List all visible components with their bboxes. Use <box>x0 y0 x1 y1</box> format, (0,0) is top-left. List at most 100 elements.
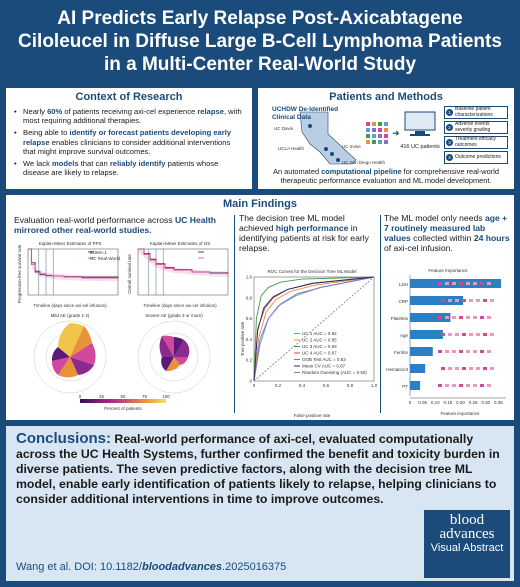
logo-line-1: blood <box>449 512 485 528</box>
output-num: 4 <box>446 154 453 161</box>
context-bullet-1: Nearly 60% of patients receiving axi-cel… <box>14 107 244 125</box>
fi-bar-ferritin <box>410 347 433 356</box>
fi-tick: 0.10 <box>431 400 440 405</box>
output-box-1: 1 Baseline patient characterizations <box>444 106 508 119</box>
roc-ylabel: True positive rate <box>240 321 245 356</box>
pct-tick-4: 100 <box>162 394 170 399</box>
fi-dot <box>452 384 456 387</box>
roc-legend-entry: Mean CV AUC = 0.87 <box>302 364 346 369</box>
site-label-2: UCLA Health <box>278 146 305 151</box>
fi-dot <box>448 367 452 370</box>
site-marker-davis <box>308 124 312 128</box>
doi-journal: bloodadvances <box>141 561 223 573</box>
fi-label-ferritin: Ferritin <box>394 350 408 355</box>
fi-dot <box>441 299 445 302</box>
fi-dot <box>480 282 484 285</box>
fi-tick: 0.30 <box>481 400 490 405</box>
roc-series-5 <box>253 276 375 382</box>
fi-dot <box>438 316 442 319</box>
fi-dot <box>480 384 484 387</box>
data-source-label: UCHDW De-Identified Clinical Data <box>272 106 339 121</box>
percent-colorbar <box>80 399 166 403</box>
fi-bar-pt <box>410 381 421 390</box>
fi-dot <box>487 316 491 319</box>
site-label-4: UC San Diego Health <box>342 160 386 165</box>
highlight: UC Health mirrored other real-world stud… <box>14 215 217 235</box>
radar2-title: Severe AE (grade 3 or more) <box>145 313 203 318</box>
km-frame <box>27 248 119 296</box>
findings-heading: Main Findings <box>223 198 297 210</box>
roc-plot: 00 0.2 0.2 0.4 0.4 0.6 0.6 0.8 0.8 1.0 1.0 UC 1 AUC… <box>246 275 378 389</box>
fi-tick: 0.15 <box>444 400 453 405</box>
findings-panel: Main Findings Evaluation real-world perf… <box>6 195 514 420</box>
ae-radar-charts: Mild AE (grade 1-2) Severe AE (grade 3 o… <box>33 313 211 411</box>
km-legend-2: UC Real-World <box>90 256 121 261</box>
km1-xlabel: Timeline (days since axi-cel infusion) <box>33 303 107 308</box>
fi-tick: 0.05 <box>418 400 427 405</box>
fi-label-crp: CRP <box>398 299 408 304</box>
fi-dot <box>459 282 463 285</box>
text: We lack <box>23 159 52 169</box>
highlight: computational pipeline <box>321 167 402 176</box>
blood-advances-logo: blood advances Visual Abstract <box>424 510 510 578</box>
conclusion-panel: Conclusions: Real-world performance of a… <box>6 426 514 581</box>
fi-dot <box>452 282 456 285</box>
fi-dot <box>459 384 463 387</box>
fi-dot <box>445 350 449 353</box>
fi-dot <box>466 350 470 353</box>
roc-series-4 <box>253 276 375 382</box>
fi-dot <box>452 316 456 319</box>
output-box-4: 4 Outcome predictions <box>444 151 508 164</box>
roc-series-2 <box>253 276 375 382</box>
site-marker-sandiego <box>336 158 340 162</box>
radar2 <box>137 320 211 394</box>
text: patients whose disease are likely to rel… <box>23 159 219 178</box>
methods-panel: Patients and Methods UC Davis UCLA Healt… <box>258 88 514 189</box>
highlight: 24 hours <box>473 233 510 243</box>
text: of axi-cel infusion. <box>384 243 453 253</box>
fi-dot <box>466 316 470 319</box>
km-series-2 <box>138 248 229 275</box>
doi-citation[interactable]: Wang et al. DOI: 10.1182/bloodadvances.2… <box>16 561 286 573</box>
fi-dot <box>476 299 480 302</box>
divider <box>234 215 235 413</box>
fi-dot <box>469 333 473 336</box>
roc-x-tick: 0.4 <box>299 383 306 388</box>
fi-bar-age <box>410 330 443 339</box>
computer-icon <box>404 111 436 136</box>
output-label: Treatment efficacy outcomes <box>455 136 496 148</box>
page-title: AI Predicts Early Relapse Post-Axicabtag… <box>18 7 502 75</box>
context-list: Nearly 60% of patients receiving axi-cel… <box>6 103 252 177</box>
output-num: 1 <box>446 109 453 116</box>
fi-dot <box>480 350 484 353</box>
fi-dot <box>466 282 470 285</box>
fi-dot <box>455 299 459 302</box>
text: of patients receiving axi-cel experience <box>62 107 198 116</box>
radar1-title: Mild AE (grade 1-2) <box>51 313 90 318</box>
context-panel: Context of Research Nearly 60% of patien… <box>6 88 252 189</box>
km2-xlabel: Timeline (days since axi-cel infusion) <box>143 303 217 308</box>
finding-3-text: The ML model only needs age + 7 routinel… <box>384 213 510 253</box>
fi-bar-platelets <box>410 313 451 322</box>
fi-dot <box>438 282 442 285</box>
fi-label-platelets: Platelets <box>391 316 409 321</box>
fi-dot <box>445 282 449 285</box>
fi-dot <box>469 367 473 370</box>
site-marker-ucla <box>324 147 328 151</box>
finding-2-text: The decision tree ML model achieved high… <box>239 213 379 253</box>
fi-dot <box>490 333 494 336</box>
text: in identifying patients at risk for earl… <box>239 223 369 253</box>
pct-tick-1: 25 <box>99 394 105 399</box>
text: Evaluation real-world performance across <box>14 215 175 225</box>
fi-dot <box>476 333 480 336</box>
fi-dot <box>462 333 466 336</box>
radar1 <box>33 320 107 394</box>
roc-legend-entry: OOB Test AUC = 0.83 <box>302 357 346 362</box>
fi-dot <box>490 299 494 302</box>
roc-y-tick: 0 <box>249 379 252 384</box>
roc-legend-entry: Random Guessing (AUC = 0.50) <box>302 370 367 375</box>
output-num: 2 <box>446 124 453 131</box>
roc-x-tick: 1.0 <box>371 383 378 388</box>
fi-dot <box>445 316 449 319</box>
text: The decision tree ML model achieved <box>239 213 345 233</box>
